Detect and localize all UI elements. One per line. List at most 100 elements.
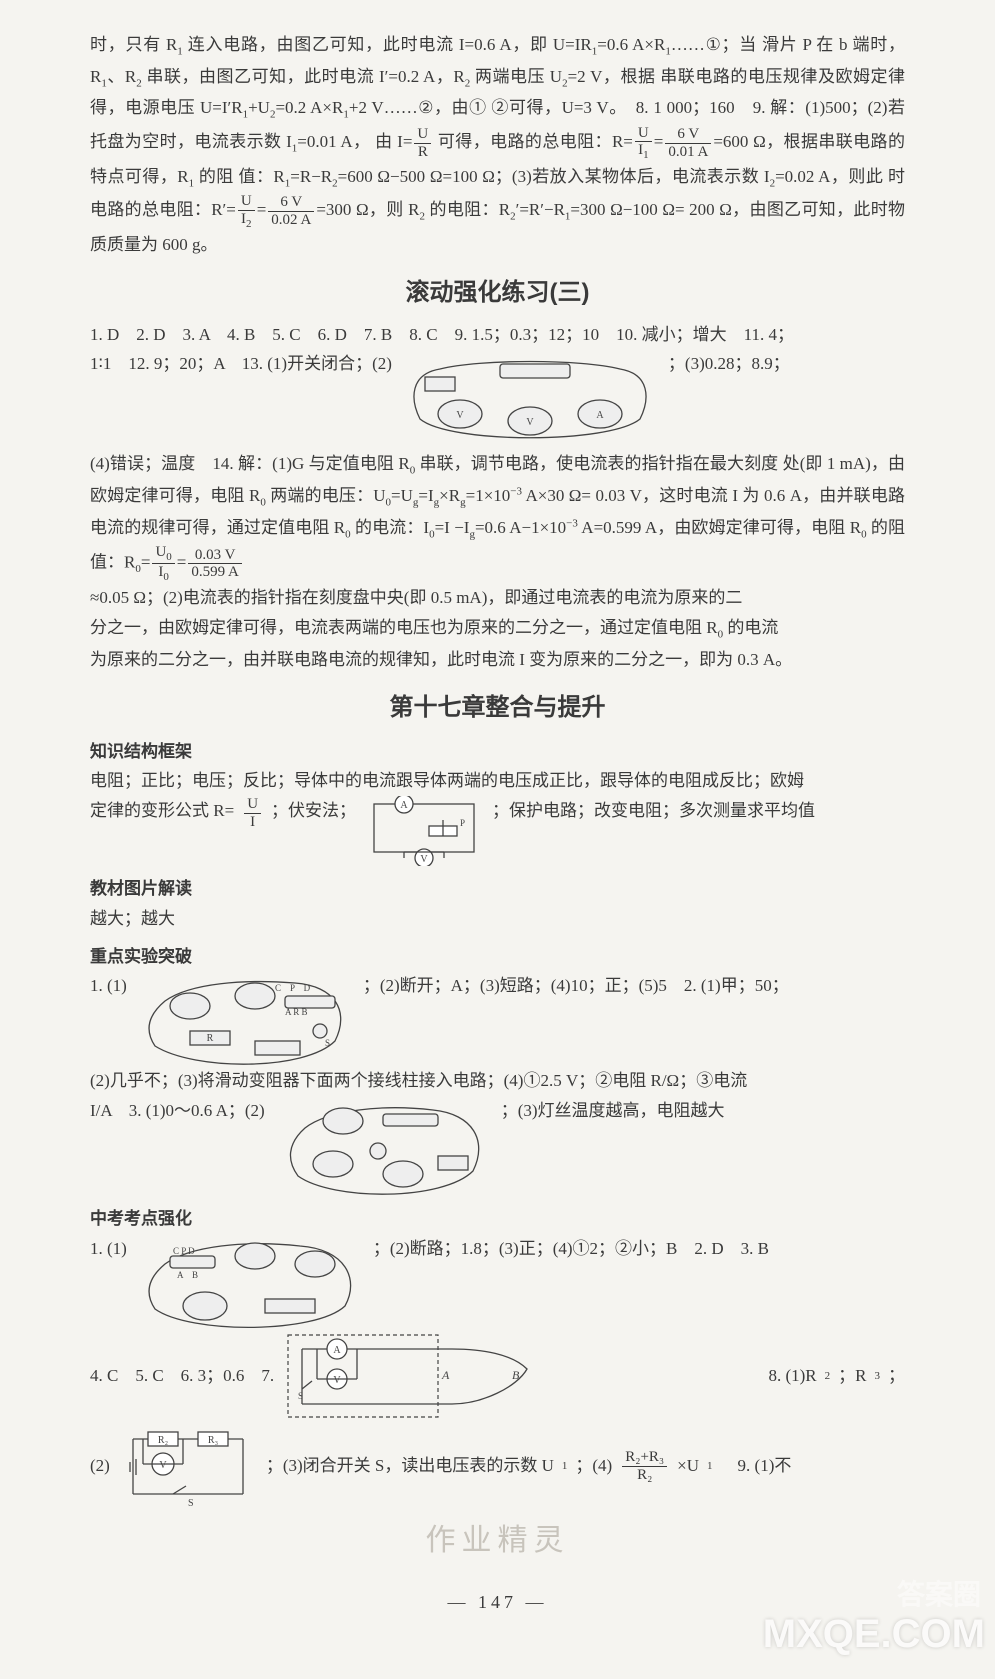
framework-block: 电阻；正比；电压；反比；导体中的电流跟导体两端的电压成正比，跟导体的电阻成反比；…	[90, 766, 905, 866]
text: 串联，调节电路，使电流表的指针指在最大刻度	[415, 454, 778, 473]
line-with-figure: 定律的变形公式 R=UI；伏安法； A V P	[90, 796, 905, 866]
svg-text:A: A	[334, 1345, 342, 1356]
text: =1×10	[466, 486, 511, 505]
text: 8. (1)R	[768, 1361, 816, 1391]
svg-text:S: S	[188, 1498, 194, 1509]
text: =0.6 A−1×10	[475, 518, 566, 537]
svg-text:P: P	[460, 818, 465, 828]
text: 的电流：I	[351, 518, 429, 537]
numerator: U	[244, 796, 261, 814]
sub: 1	[707, 1457, 713, 1476]
fraction: UR	[414, 126, 431, 160]
denominator: R	[414, 144, 431, 161]
text-line: (2)几乎不；(3)将滑动变阻器下面两个接线柱接入电路；(4)①2.5 V；②电…	[90, 1066, 905, 1096]
circuit-schematic-q7: A V S A B	[282, 1329, 532, 1424]
sup: −3	[510, 485, 522, 497]
svg-text:S: S	[325, 1038, 330, 1048]
text: ；(2)断路；1.8；(3)正；(4)①2；②小；B 2. D 3. B	[373, 1234, 769, 1264]
rolling-block: 1. D 2. D 3. A 4. B 5. C 6. D 7. B 8. C …	[90, 320, 905, 675]
numerator: U	[238, 193, 255, 211]
text: (4)错误；温度 14. 解：(1)G 与定值电阻 R	[90, 454, 410, 473]
text: ×U	[677, 1451, 699, 1481]
text: 串联，由图乙可知，此时电流 I′=0.2 A，R	[142, 67, 465, 86]
denominator: 0.02 A	[268, 212, 314, 229]
svg-text:A: A	[400, 800, 408, 811]
faint-watermark: 作业精灵	[90, 1515, 905, 1568]
denominator: 0.01 A	[665, 144, 711, 161]
text: 两端的电压：U	[266, 486, 386, 505]
svg-text:V: V	[456, 410, 464, 421]
text: +2 V……②，由①	[349, 98, 487, 117]
subhead-exam: 中考考点强化	[90, 1204, 905, 1234]
line-with-figure: 1. (1) C P D A B ；(2)断路；1.8；(3)正；(4)①2；②…	[90, 1234, 905, 1329]
svg-text:C P D: C P D	[275, 983, 311, 993]
fraction: UI2	[238, 193, 255, 230]
numerator: 0.03 V	[188, 547, 242, 565]
numerator: U0	[152, 544, 174, 564]
text: =300 Ω−100 Ω=	[570, 200, 684, 219]
text: A=0.599 A，由欧姆定律可得，电阻 R	[578, 518, 861, 537]
text: =0.01 A，	[297, 132, 370, 151]
circuit-figure-13-2: V V A	[400, 349, 660, 439]
text: =0.2 A×R	[275, 98, 343, 117]
text: 连入电路，由图乙可知，此时电流 I=0.6 A，即 U=IR	[183, 35, 592, 54]
svg-text:A B: A B	[177, 1270, 198, 1280]
denominator: I0	[152, 564, 174, 583]
text: ；(4)	[575, 1451, 612, 1481]
text: 、R	[107, 67, 136, 86]
subhead-experiment: 重点实验突破	[90, 942, 905, 972]
text: =600 Ω−500 Ω=100 Ω；(3)若放入某物体后，电流表示数 I	[338, 167, 770, 186]
svg-text:A: A	[441, 1368, 450, 1382]
numerator: R₂+R₃	[622, 1449, 667, 1467]
text: 的电流	[723, 618, 778, 637]
text: 1. (1)	[90, 971, 127, 1001]
line-with-figure: 4. C 5. C 6. 3；0.6 7.	[90, 1329, 905, 1424]
text: ；伏安法；	[271, 796, 356, 826]
text: I/A 3. (1)0～0.6 A；(2)	[90, 1096, 265, 1126]
text: 可得，电路的总电阻：R=	[433, 132, 633, 151]
svg-text:S: S	[298, 1391, 303, 1401]
fraction: 6 V0.02 A	[268, 194, 314, 228]
text: =2 V，根据	[568, 67, 656, 86]
svg-text:V: V	[159, 1460, 167, 1471]
text: 4. C 5. C 6. 3；0.6 7.	[90, 1361, 274, 1391]
text: ；保护电路；改变电阻；多次测量求平均值	[492, 796, 815, 826]
text-line: ≈0.05 Ω；(2)电流表的指针指在刻度盘中央(即 0.5 mA)，即通过电流…	[90, 583, 905, 613]
text-line: 为原来的二分之一，由并联电路电流的规律知，此时电流 I 变为原来的二分之一，即为…	[90, 645, 905, 675]
text: ；(3)灯丝温度越高，电阻越大	[501, 1096, 725, 1126]
sub: 2	[825, 1367, 831, 1386]
fraction: U0I0	[152, 544, 174, 583]
text: =0.02 A，则此	[775, 167, 883, 186]
line-with-figure: (2)	[90, 1424, 905, 1509]
corner-watermark-2: MXQE.COM	[763, 1599, 985, 1669]
text: ；(3)闭合开关 S，读出电压表的示数 U	[266, 1451, 554, 1481]
svg-text:A R B: A R B	[285, 1007, 308, 1017]
exam-block: 1. (1) C P D A B ；(2)断路；1.8；(3)正；(4)①2；②…	[90, 1234, 905, 1509]
text: 定律的变形公式 R=	[90, 796, 234, 826]
text: 由 I=	[375, 132, 412, 151]
text: 时，只有 R	[90, 35, 177, 54]
text-line: 越大；越大	[90, 904, 905, 934]
svg-text:R₃: R₃	[208, 1435, 218, 1446]
text: 的电阻：R	[425, 200, 510, 219]
svg-text:V: V	[526, 417, 534, 428]
text: =0.6 A×R	[597, 35, 665, 54]
subhead-framework: 知识结构框架	[90, 737, 905, 767]
sub: 1	[562, 1457, 568, 1476]
section-title-ch17: 第十七章整合与提升	[90, 687, 905, 729]
svg-text:R₂: R₂	[158, 1435, 168, 1446]
text: −I	[454, 518, 469, 537]
section-title-rolling: 滚动强化练习(三)	[90, 272, 905, 314]
line-with-figure: 1∶1 12. 9；20；A 13. (1)开关闭合；(2) V V A	[90, 349, 905, 439]
sub: 3	[875, 1367, 881, 1386]
text: ；	[888, 1361, 905, 1391]
text: =R−R	[290, 167, 332, 186]
page-root: 时，只有 R 1 连入电路，由图乙可知，此时电流 I=0.6 A，即 U=IR 1 =…	[0, 0, 995, 1679]
fraction: 0.03 V0.599 A	[188, 547, 242, 581]
svg-text:V: V	[334, 1375, 342, 1386]
text: =I	[435, 518, 450, 537]
text: =I	[418, 486, 433, 505]
subhead-textbook: 教材图片解读	[90, 874, 905, 904]
text: (2)	[90, 1451, 110, 1481]
sup: −3	[566, 517, 578, 529]
